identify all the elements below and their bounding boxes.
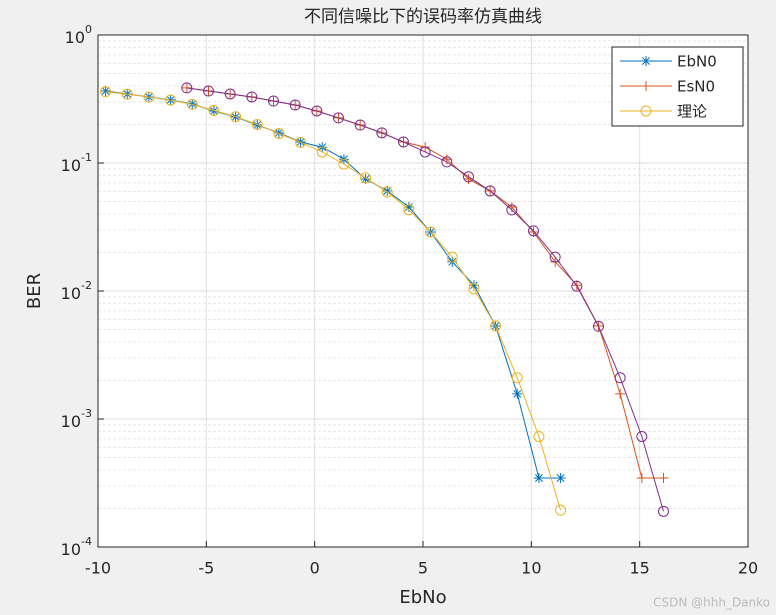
marker xyxy=(354,119,366,131)
marker xyxy=(295,136,307,148)
marker xyxy=(311,105,323,117)
marker xyxy=(376,127,388,139)
series-line xyxy=(105,91,562,511)
marker xyxy=(268,95,279,107)
marker xyxy=(641,56,651,66)
marker xyxy=(636,430,648,442)
marker xyxy=(289,99,301,111)
marker xyxy=(533,430,545,442)
x-tick-label: -5 xyxy=(198,559,214,578)
marker xyxy=(511,372,523,384)
marker xyxy=(230,111,242,123)
marker xyxy=(100,86,112,98)
marker xyxy=(549,251,561,263)
marker xyxy=(425,226,437,238)
x-tick-label: 5 xyxy=(418,559,428,578)
legend-label: EbN0 xyxy=(677,53,717,71)
legend-label: 理论 xyxy=(677,103,707,121)
y-axis-label: BER xyxy=(24,273,45,309)
marker xyxy=(641,81,651,91)
marker xyxy=(615,388,626,399)
marker xyxy=(571,280,583,292)
axes-box xyxy=(97,34,749,548)
marker xyxy=(555,504,567,516)
marker xyxy=(468,283,480,295)
marker xyxy=(419,146,431,158)
marker xyxy=(636,472,647,483)
marker xyxy=(273,127,284,138)
marker xyxy=(468,280,479,291)
marker xyxy=(528,227,539,238)
marker xyxy=(273,128,285,140)
marker xyxy=(316,146,328,158)
marker xyxy=(338,158,350,170)
marker xyxy=(441,154,452,165)
marker xyxy=(381,186,393,198)
marker xyxy=(165,94,177,106)
marker xyxy=(528,225,539,237)
chart-title: 不同信噪比下的误码率仿真曲线 xyxy=(304,7,542,27)
marker xyxy=(224,88,236,100)
marker xyxy=(360,173,371,184)
x-tick-label: 15 xyxy=(629,559,649,578)
marker xyxy=(658,472,669,483)
marker xyxy=(484,185,496,197)
x-axis-label: EbNo xyxy=(399,587,446,608)
series-line xyxy=(186,87,664,512)
marker xyxy=(658,505,669,517)
marker xyxy=(441,156,453,168)
marker xyxy=(143,91,155,103)
marker xyxy=(593,320,604,332)
marker xyxy=(100,86,111,97)
y-tick-label: 10-4 xyxy=(61,535,92,559)
marker xyxy=(333,112,344,124)
marker xyxy=(506,204,518,216)
x-tick-label: 0 xyxy=(310,559,320,578)
marker xyxy=(382,185,393,196)
marker xyxy=(403,204,415,216)
x-tick-label: 20 xyxy=(738,559,758,578)
marker xyxy=(463,171,474,183)
y-tick-label: 10-3 xyxy=(61,407,92,431)
marker xyxy=(360,172,372,184)
marker xyxy=(398,136,409,148)
marker xyxy=(490,320,502,332)
marker xyxy=(555,472,566,483)
marker xyxy=(246,91,258,103)
marker xyxy=(403,202,414,213)
marker xyxy=(533,472,544,483)
legend-label: EsN0 xyxy=(677,78,715,96)
marker xyxy=(181,82,193,94)
marker xyxy=(121,88,133,100)
marker xyxy=(252,120,263,131)
marker xyxy=(512,388,523,399)
x-tick-label: -10 xyxy=(85,559,111,578)
x-tick-label: 10 xyxy=(521,559,541,578)
y-tick-label: 10-2 xyxy=(61,279,92,303)
y-tick-label: 10-1 xyxy=(61,151,92,175)
marker xyxy=(208,105,220,117)
marker xyxy=(640,105,652,117)
marker xyxy=(251,118,263,130)
marker xyxy=(186,98,198,110)
marker xyxy=(571,280,582,291)
marker xyxy=(614,372,626,384)
watermark: CSDN @hhh_Danko xyxy=(653,596,770,610)
y-tick-label: 100 xyxy=(65,23,92,47)
marker xyxy=(203,85,214,97)
marker xyxy=(446,251,458,263)
